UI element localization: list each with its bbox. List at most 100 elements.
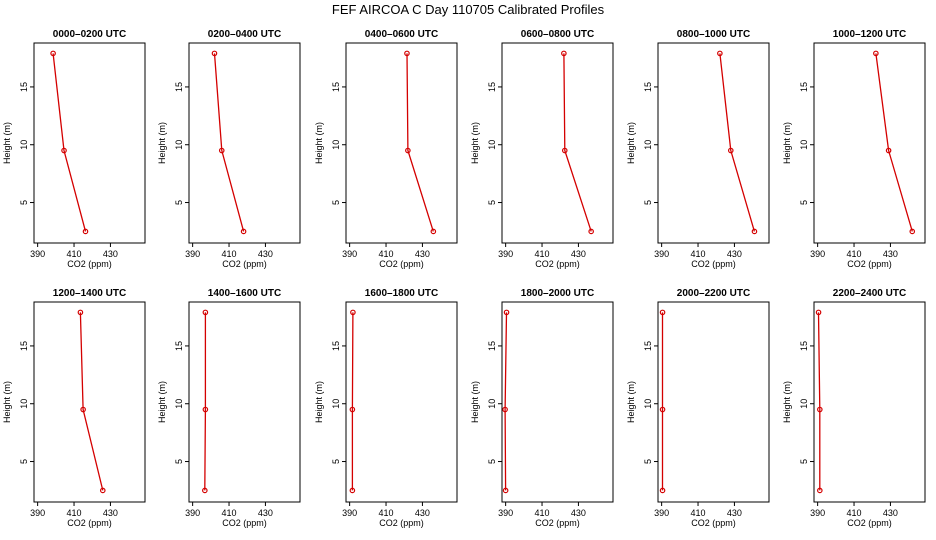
x-tick-label: 390: [30, 508, 45, 518]
panel-title: 0000–0200 UTC: [53, 29, 126, 40]
x-tick-label: 390: [185, 249, 200, 259]
profile-point: [218, 147, 225, 154]
y-tick-label: 5: [19, 200, 29, 205]
profile-line: [563, 53, 592, 232]
y-axis-label: Height (m): [314, 381, 324, 423]
x-axis-label: CO2 (ppm): [691, 259, 736, 269]
y-tick-label: 5: [174, 459, 184, 464]
x-tick-label: 430: [727, 249, 742, 259]
profile-point: [77, 309, 84, 316]
panels-group: 0000–0200 UTC 390 410 430 5 10 15 CO2 (ppm) Heig…: [2, 29, 926, 528]
y-axis-label: Height (m): [470, 381, 480, 423]
panel-title: 0800–1000 UTC: [677, 29, 750, 40]
profile-point: [405, 147, 411, 154]
panel-title: 1200–1400 UTC: [53, 288, 126, 299]
panel-11: 2000–2200 UTC 390 410 430 5 10 15 CO2 (ppm) Heig…: [626, 288, 770, 528]
plot-frame: [813, 301, 926, 503]
profile-point: [99, 487, 106, 494]
plot-frame: [501, 42, 614, 244]
y-axis-label: Height (m): [157, 122, 167, 164]
plot-frame: [501, 301, 614, 503]
profile-point: [240, 228, 247, 235]
plot-frame: [345, 42, 458, 244]
panel-8: 1400–1600 UTC 390 410 430 5 10 15 CO2 (ppm) Heig…: [157, 288, 301, 528]
profile-line: [817, 312, 821, 491]
profile-point: [202, 406, 209, 413]
y-tick-label: 5: [487, 459, 497, 464]
y-axis-label: Height (m): [782, 122, 792, 164]
y-tick-label: 10: [487, 399, 497, 409]
x-tick-label: 410: [535, 508, 550, 518]
y-tick-label: 10: [331, 140, 341, 150]
y-tick-label: 15: [174, 82, 184, 92]
y-tick-label: 15: [799, 341, 809, 351]
y-axis-label: Height (m): [2, 122, 12, 164]
plot-frame: [813, 42, 926, 244]
y-tick-label: 10: [331, 399, 341, 409]
x-tick-label: 430: [727, 508, 742, 518]
y-tick-label: 5: [643, 200, 653, 205]
x-tick-label: 390: [498, 249, 513, 259]
y-tick-label: 5: [19, 459, 29, 464]
x-tick-label: 390: [342, 508, 357, 518]
x-axis-label: CO2 (ppm): [691, 518, 736, 528]
y-tick-label: 10: [799, 140, 809, 150]
profile-point: [430, 228, 437, 235]
y-tick-label: 10: [643, 140, 653, 150]
x-axis-label: CO2 (ppm): [847, 259, 892, 269]
profile-point: [502, 487, 509, 494]
y-axis-label: Height (m): [626, 122, 636, 164]
panel-title: 0200–0400 UTC: [208, 29, 281, 40]
x-tick-label: 410: [847, 249, 862, 259]
profile-point: [659, 406, 666, 413]
profile-point: [503, 309, 510, 316]
x-axis-label: CO2 (ppm): [379, 259, 424, 269]
profile-point: [588, 228, 594, 235]
panel-9: 1600–1800 UTC 390 410 430 5 10 15 CO2 (ppm) Heig…: [314, 288, 458, 528]
plot-frame: [345, 301, 458, 503]
profile-point: [211, 50, 218, 57]
y-tick-label: 10: [174, 140, 184, 150]
profile-point: [349, 406, 356, 413]
y-axis-label: Height (m): [157, 381, 167, 423]
y-tick-label: 15: [331, 82, 341, 92]
x-tick-label: 390: [342, 249, 357, 259]
y-tick-label: 5: [799, 459, 809, 464]
x-tick-label: 410: [379, 249, 394, 259]
profile-line: [52, 53, 87, 232]
x-tick-label: 410: [67, 508, 82, 518]
x-axis-label: CO2 (ppm): [847, 518, 892, 528]
x-tick-label: 430: [258, 249, 273, 259]
panel-title: 0400–0600 UTC: [365, 29, 438, 40]
y-tick-label: 10: [799, 399, 809, 409]
profile-point: [202, 309, 209, 316]
y-tick-label: 10: [643, 399, 653, 409]
x-tick-label: 410: [67, 249, 82, 259]
profile-point: [659, 487, 666, 494]
x-axis-label: CO2 (ppm): [67, 518, 112, 528]
y-tick-label: 15: [19, 341, 29, 351]
profile-line: [719, 53, 756, 232]
y-tick-label: 15: [487, 82, 497, 92]
x-tick-label: 390: [654, 508, 669, 518]
profile-point: [50, 50, 56, 57]
panel-7: 1200–1400 UTC 390 410 430 5 10 15 CO2 (ppm) Heig…: [2, 288, 146, 528]
profile-point: [727, 147, 734, 154]
profile-line: [213, 53, 245, 232]
x-tick-label: 410: [222, 249, 237, 259]
panel-title: 1400–1600 UTC: [208, 288, 281, 299]
x-tick-label: 430: [415, 249, 430, 259]
plot-frame: [188, 301, 301, 503]
x-tick-label: 430: [258, 508, 273, 518]
y-tick-label: 10: [174, 399, 184, 409]
x-axis-label: CO2 (ppm): [67, 259, 112, 269]
x-tick-label: 430: [571, 249, 586, 259]
y-tick-label: 15: [643, 341, 653, 351]
y-tick-label: 5: [643, 459, 653, 464]
x-axis-label: CO2 (ppm): [535, 259, 580, 269]
x-tick-label: 430: [103, 249, 118, 259]
panel-title: 2000–2200 UTC: [677, 288, 750, 299]
x-tick-label: 430: [883, 249, 898, 259]
profile-point: [349, 487, 356, 494]
